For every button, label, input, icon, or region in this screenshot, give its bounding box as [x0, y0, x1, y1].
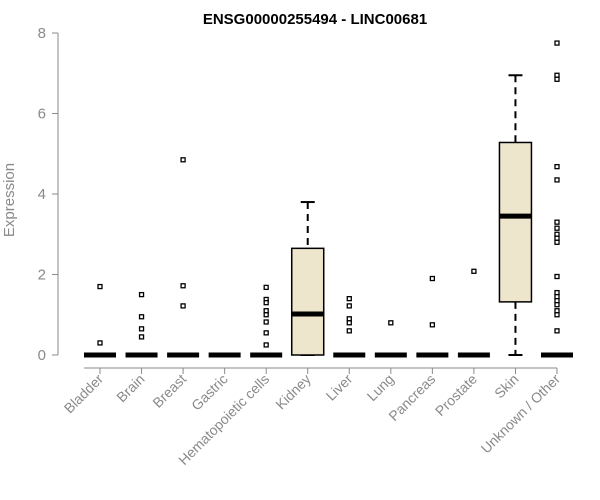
chart-title: ENSG00000255494 - LINC00681: [203, 11, 427, 28]
outlier-point: [180, 283, 186, 289]
box-lung: [374, 320, 407, 358]
outlier-point: [138, 314, 145, 320]
box-kidney: [290, 201, 325, 356]
outlier-point: [97, 283, 103, 290]
x-tick-label: Skin: [491, 371, 522, 402]
outlier-point: [554, 163, 560, 170]
outlier-point: [554, 328, 560, 334]
x-tick-label: Bladder: [61, 371, 107, 417]
box-brain: [125, 291, 158, 358]
outlier-point: [554, 177, 560, 183]
box-breast: [167, 157, 200, 358]
y-tick-label: 0: [38, 347, 46, 364]
outlier-point: [554, 76, 560, 82]
outlier-point: [554, 239, 560, 245]
box-bladder: [84, 283, 116, 358]
outlier-point: [263, 319, 269, 325]
y-axis-label: Expression: [1, 163, 18, 237]
box-skin: [498, 74, 533, 356]
x-tick-label: Lung: [364, 371, 397, 404]
outlier-point: [388, 320, 394, 326]
y-tick-label: 6: [38, 106, 46, 123]
outlier-point: [263, 300, 269, 306]
boxes: [84, 40, 573, 358]
outlier-point: [263, 284, 269, 291]
outlier-point: [429, 275, 436, 282]
outlier-point: [138, 291, 145, 298]
outlier-point: [263, 330, 269, 336]
y-ticks: 0 2 4 6 8: [38, 25, 58, 364]
outlier-point: [263, 312, 269, 318]
y-tick-label: 4: [38, 186, 46, 203]
y-tick-label: 8: [38, 25, 46, 42]
box-iqr: [498, 141, 533, 303]
x-tick-label: Kidney: [272, 371, 314, 413]
y-tick-label: 2: [38, 267, 46, 284]
outlier-point: [97, 340, 103, 346]
outlier-point: [138, 326, 145, 332]
x-tick-label: Prostate: [432, 371, 480, 419]
box-pancreas: [416, 275, 449, 358]
outlier-point: [554, 40, 560, 46]
box-liver: [333, 295, 366, 358]
outlier-point: [554, 273, 560, 280]
outlier-point: [346, 320, 352, 326]
box-prostate: [457, 268, 490, 358]
outlier-point: [346, 295, 352, 302]
outlier-point: [346, 303, 352, 309]
box-hematopoietic-cells: [250, 284, 283, 358]
x-tick-label: Brain: [113, 371, 147, 405]
x-tick-label: Breast: [149, 371, 189, 411]
x-tick-label: Liver: [323, 371, 356, 404]
outlier-point: [180, 157, 186, 163]
outlier-point: [180, 303, 186, 309]
outlier-point: [471, 268, 477, 274]
outlier-point: [554, 302, 560, 308]
outlier-point: [554, 312, 560, 318]
box-unknown-other: [541, 40, 573, 358]
outlier-point: [263, 342, 269, 348]
box-iqr: [290, 247, 325, 356]
outlier-point: [554, 225, 560, 231]
outlier-point: [138, 334, 145, 340]
outlier-point: [346, 328, 352, 334]
outlier-point: [429, 322, 436, 328]
outlier-point: [554, 219, 560, 225]
x-tick-label: Unknown / Other: [478, 371, 564, 457]
